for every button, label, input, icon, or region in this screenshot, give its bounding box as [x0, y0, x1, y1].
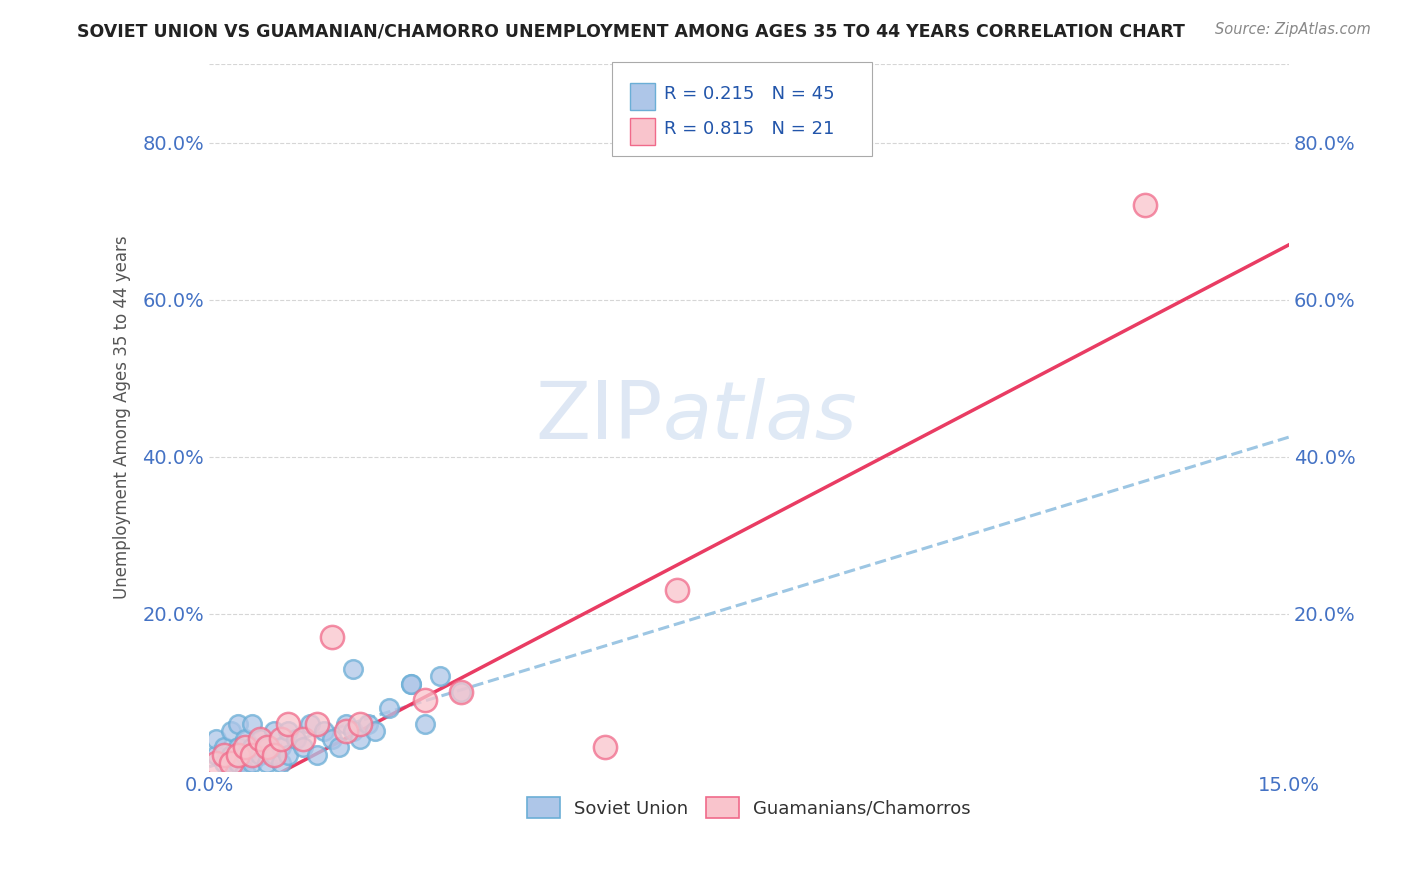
Point — [321, 732, 343, 747]
Point — [270, 740, 292, 755]
Text: Source: ZipAtlas.com: Source: ZipAtlas.com — [1215, 22, 1371, 37]
Point — [356, 716, 378, 731]
Point — [342, 662, 364, 676]
Point — [298, 716, 321, 731]
Point — [307, 747, 329, 762]
Point — [212, 756, 235, 770]
Point — [249, 747, 271, 762]
Point — [342, 724, 364, 739]
Point — [205, 756, 228, 770]
Point — [270, 756, 292, 770]
Point — [219, 764, 242, 778]
Point — [335, 716, 357, 731]
Legend: Soviet Union, Guamanians/Chamorros: Soviet Union, Guamanians/Chamorros — [520, 790, 979, 825]
Text: R = 0.815   N = 21: R = 0.815 N = 21 — [664, 120, 834, 138]
Text: atlas: atlas — [662, 378, 858, 457]
Point — [226, 716, 249, 731]
Point — [666, 583, 689, 598]
Point — [399, 677, 422, 691]
Text: R = 0.215   N = 45: R = 0.215 N = 45 — [664, 85, 834, 103]
Point — [240, 716, 263, 731]
Point — [291, 732, 314, 747]
Point — [212, 740, 235, 755]
Point — [429, 669, 451, 683]
Point — [226, 747, 249, 762]
Point — [349, 716, 371, 731]
Point — [270, 732, 292, 747]
Point — [256, 740, 278, 755]
Point — [277, 747, 299, 762]
Point — [212, 747, 235, 762]
Point — [263, 747, 285, 762]
Point — [233, 747, 256, 762]
Point — [233, 764, 256, 778]
Point — [321, 630, 343, 644]
Point — [413, 693, 436, 707]
Point — [256, 740, 278, 755]
Point — [256, 756, 278, 770]
Point — [349, 732, 371, 747]
Point — [399, 677, 422, 691]
Point — [593, 740, 616, 755]
Text: ZIP: ZIP — [536, 378, 662, 457]
Point — [219, 747, 242, 762]
Point — [233, 740, 256, 755]
Point — [450, 685, 472, 699]
Point — [205, 732, 228, 747]
Point — [378, 701, 401, 715]
Point — [314, 724, 336, 739]
Point — [249, 732, 271, 747]
Point — [1135, 198, 1157, 212]
Point — [307, 716, 329, 731]
Point — [413, 716, 436, 731]
Point — [328, 740, 350, 755]
Point — [240, 740, 263, 755]
Point — [291, 740, 314, 755]
Point — [240, 756, 263, 770]
Point — [233, 732, 256, 747]
Point — [263, 724, 285, 739]
Point — [284, 732, 307, 747]
Point — [205, 747, 228, 762]
Point — [277, 716, 299, 731]
Point — [240, 747, 263, 762]
Point — [263, 747, 285, 762]
Point — [226, 740, 249, 755]
Point — [219, 724, 242, 739]
Y-axis label: Unemployment Among Ages 35 to 44 years: Unemployment Among Ages 35 to 44 years — [114, 235, 131, 599]
Point — [335, 724, 357, 739]
Point — [277, 724, 299, 739]
Point — [364, 724, 387, 739]
Point — [249, 732, 271, 747]
Point — [226, 756, 249, 770]
Text: SOVIET UNION VS GUAMANIAN/CHAMORRO UNEMPLOYMENT AMONG AGES 35 TO 44 YEARS CORREL: SOVIET UNION VS GUAMANIAN/CHAMORRO UNEMP… — [77, 22, 1185, 40]
Point — [219, 756, 242, 770]
Point — [450, 685, 472, 699]
